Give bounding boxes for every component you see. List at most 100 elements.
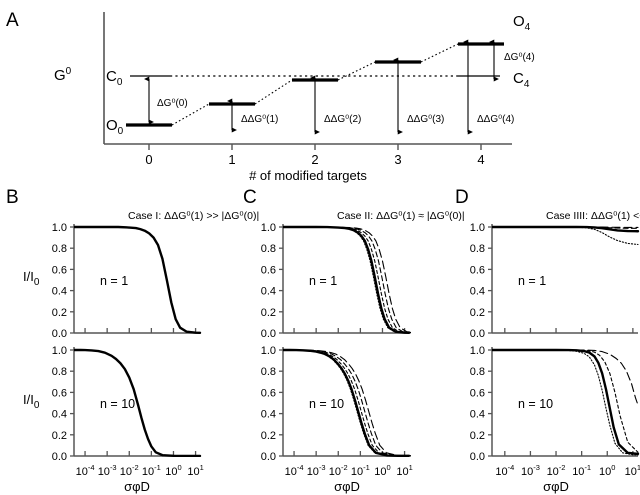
panel-a-arrow-ddG1: ΔΔG⁰(1) (227, 98, 278, 133)
y-tick-label: 0.0 (470, 451, 485, 463)
curve-dotted (283, 349, 409, 457)
y-tick-label: 0.4 (470, 286, 485, 298)
plot-b-n1: 1.0 0.8 0.6 0.4 0.2 0.0 n = 1 (52, 222, 202, 340)
curve-dash-long (293, 349, 411, 457)
n-label: n = 1 (309, 274, 337, 288)
y-tick-label: 0.8 (52, 366, 67, 378)
x-tick-label: 10-3 (307, 463, 326, 478)
curve-solid (74, 225, 202, 334)
y-tick-label: 0.8 (470, 366, 485, 378)
y-tick-label: 1.0 (261, 345, 276, 357)
panel-b-xlabel: σφD (124, 479, 150, 494)
y-tick-label: 0.6 (52, 264, 67, 276)
plot-layer: 1.0 0.8 0.6 0.4 0.2 0.0 n = 1 1.0 0.8 0.6 0.4 0.2 0.… (52, 222, 640, 478)
y-tick-label: 0.0 (261, 451, 276, 463)
n-label: n = 1 (100, 274, 128, 288)
y-tick-label: 1.0 (470, 222, 485, 234)
n-label: n = 10 (309, 397, 344, 411)
x-tick-label: 10-1 (572, 463, 591, 478)
curve-dash-long (492, 349, 639, 406)
x-tick-label: 10-4 (495, 463, 514, 478)
x-tick-label: 10-3 (521, 463, 540, 478)
panel-a-ylabel: G0 (54, 66, 72, 84)
y-tick-label: 0.0 (261, 328, 276, 340)
curves (283, 225, 411, 334)
panel-a-xtick-4: 4 (477, 152, 484, 167)
panel-a-xtick-3: 3 (394, 152, 401, 167)
y-tick-label: 0.2 (470, 307, 485, 319)
y-tick-label: 0.4 (52, 409, 67, 421)
curve-dotted (283, 226, 409, 334)
panel-a-ann-ddG3: ΔΔG⁰(3) (407, 114, 444, 125)
y-tick-label: 0.6 (261, 264, 276, 276)
panel-a-label-C0: C0 (106, 68, 123, 88)
panel-a-arrow-dG0: ΔG⁰(0) (144, 76, 188, 125)
panel-a-arrow-dG4: ΔG⁰(4) (489, 39, 535, 82)
y-tick-label: 0.0 (52, 451, 67, 463)
panel-a-xtick-2: 2 (311, 152, 318, 167)
y-tick-label: 0.2 (470, 430, 485, 442)
curve-dash-mid (289, 226, 411, 334)
panel-a-xlabel: # of modified targets (249, 168, 367, 183)
plot-b-n10: 1.0 0.8 0.6 0.4 0.2 0.0 10-4 10-3 10-2 10-1 100 101… (52, 345, 204, 478)
y-tick-label: 0.4 (261, 286, 276, 298)
plot-c-n1: 1.0 0.8 0.6 0.4 0.2 0.0 n = 1 (261, 222, 411, 340)
x-tick-label: 100 (374, 463, 390, 478)
plot-d-n1: 1.0 0.8 0.6 0.4 0.2 0.0 n = 1 (470, 222, 640, 340)
panel-a-label-C4: C4 (513, 70, 530, 90)
n-label: n = 10 (100, 397, 135, 411)
x-tick-label: 10-4 (285, 463, 304, 478)
n-label: n = 10 (518, 397, 553, 411)
y-tick-label: 0.8 (261, 366, 276, 378)
y-tick-label: 0.2 (261, 307, 276, 319)
y-tick-label: 0.6 (470, 387, 485, 399)
y-tick-label: 0.2 (52, 430, 67, 442)
plot-d-n10: 1.0 0.8 0.6 0.4 0.2 0.0 10-4 10-3 10-2 10-1 100 101… (470, 345, 640, 478)
x-tick-label: 10-3 (98, 463, 117, 478)
y-tick-label: 0.8 (470, 243, 485, 255)
x-tick-label: 10-2 (547, 463, 566, 478)
panel-a-open-ramp (171, 43, 459, 126)
panel-a-ann-dG0: ΔG⁰(0) (157, 98, 188, 109)
y-tick-label: 0.6 (470, 264, 485, 276)
panel-a-label-O4: O4 (513, 13, 531, 33)
x-tick-label: 100 (599, 463, 615, 478)
y-tick-label: 0.0 (52, 328, 67, 340)
y-tick-label: 0.2 (261, 430, 276, 442)
curve-dash-short (285, 226, 411, 334)
y-tick-label: 1.0 (261, 222, 276, 234)
y-tick-label: 1.0 (52, 222, 67, 234)
curves (492, 348, 640, 456)
curve-dash-short (285, 349, 411, 457)
y-tick-label: 0.8 (261, 243, 276, 255)
plot-c-n10: 1.0 0.8 0.6 0.4 0.2 0.0 10-4 10-3 10-2 10-1 100 101… (261, 345, 413, 478)
x-tick-label: 100 (165, 463, 181, 478)
curves (74, 225, 202, 334)
x-tick-label: 10-1 (142, 463, 161, 478)
curve-solid (74, 348, 202, 457)
x-tick-label: 101 (625, 463, 640, 478)
n-label: n = 1 (518, 274, 546, 288)
panel-b-title: Case I: ΔΔG⁰(1) >> |ΔG⁰(0)| (128, 210, 259, 222)
y-tick-label: 0.4 (470, 409, 485, 421)
panel-a-arrow-ddG4: ΔΔG⁰(4) (463, 39, 514, 135)
panel-d-title: Case IIII: ΔΔG⁰(1) << |ΔG⁰(0)| (546, 210, 640, 222)
panel-a: A G0 0 1 2 3 4 # of modified targets (6, 10, 535, 183)
panel-b-letter: B (6, 187, 19, 208)
curves (492, 225, 640, 246)
y-tick-label: 0.6 (261, 387, 276, 399)
x-tick-label: 10-1 (351, 463, 370, 478)
panel-d-xlabel: σφD (543, 479, 569, 494)
y-tick-label: 0.0 (470, 328, 485, 340)
y-tick-label: 0.4 (52, 286, 67, 298)
panel-a-xtick-1: 1 (228, 152, 235, 167)
y-tick-label: 0.6 (52, 387, 67, 399)
panel-b-ylabel-top: I/I0 (23, 269, 40, 288)
panel-a-ann-ddG2: ΔΔG⁰(2) (324, 114, 361, 125)
panel-a-ann-ddG1: ΔΔG⁰(1) (241, 114, 278, 125)
curve-dash-long (293, 226, 411, 333)
curve-solid (492, 348, 640, 456)
y-tick-label: 1.0 (52, 345, 67, 357)
